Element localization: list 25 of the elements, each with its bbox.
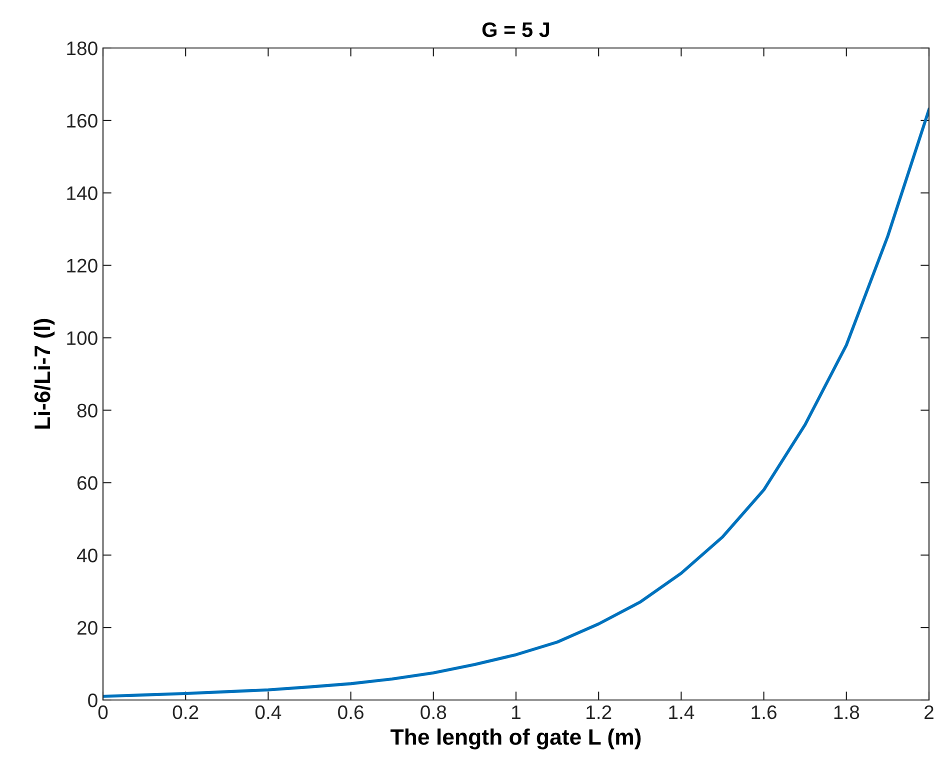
y-tick-label: 60 (78, 476, 98, 490)
x-tick-label: 0.8 (420, 705, 446, 720)
x-tick-label: 1.6 (752, 705, 776, 720)
y-tick-label: 100 (67, 331, 98, 346)
x-tick-label: 0.2 (172, 705, 198, 720)
y-axis-title: Li-6/Li-7 (l) (34, 318, 55, 429)
line-series (103, 108, 929, 698)
y-tick-label: 140 (67, 186, 98, 200)
y-tick-label: 20 (77, 621, 98, 635)
x-tick-label: 1 (512, 706, 520, 719)
y-tick-label: 40 (76, 548, 98, 562)
x-tick-label: 1.2 (586, 705, 612, 719)
x-tick-label: 1.4 (669, 706, 694, 719)
x-axis-title: The length of gate L (m) (390, 728, 641, 750)
x-tick-label: 2 (924, 705, 934, 719)
x-tick-label: 0.4 (255, 705, 282, 720)
x-tick-label: 0 (98, 705, 108, 720)
x-tick-label: 1.8 (834, 705, 860, 720)
y-tick-label: 0 (88, 693, 98, 708)
y-tick-label: 160 (67, 114, 98, 128)
y-tick-label: 120 (67, 258, 98, 273)
x-tick-label: 0.6 (338, 705, 364, 720)
y-tick-label: 80 (77, 404, 98, 418)
chart-title: G = 5 J (482, 22, 550, 38)
y-tick-label: 180 (67, 41, 98, 56)
